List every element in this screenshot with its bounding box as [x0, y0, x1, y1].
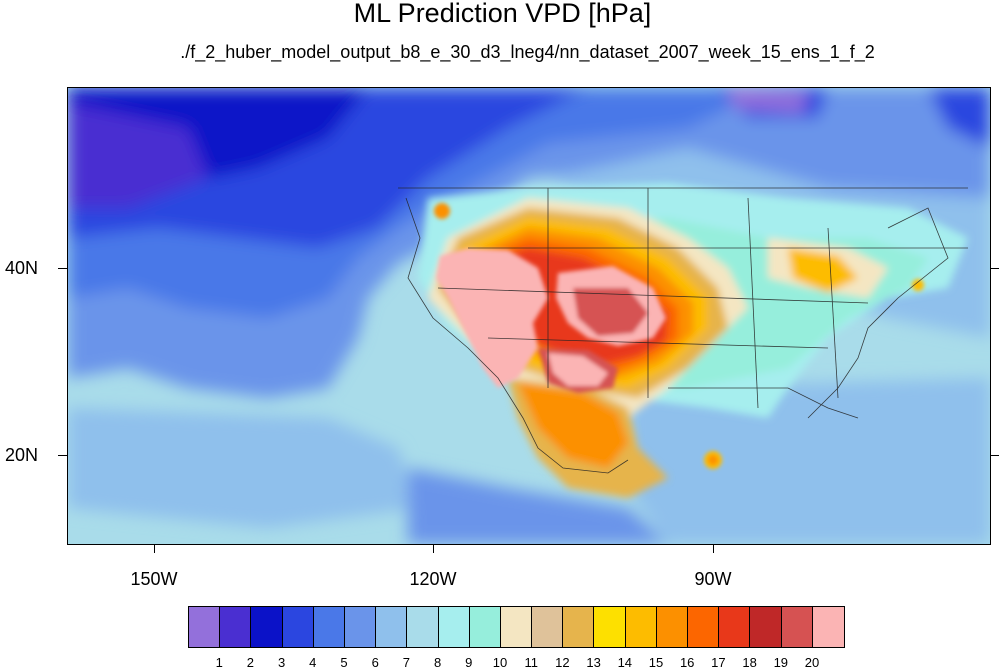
boundary-lines — [398, 187, 968, 474]
colorbar-swatch-2 — [251, 607, 283, 647]
colorbar-label: 10 — [492, 655, 508, 670]
colorbar-swatch-16 — [688, 607, 720, 647]
colorbar-swatch-6 — [376, 607, 408, 647]
colorbar-label: 2 — [246, 655, 254, 670]
colorbar-swatch-0 — [189, 607, 221, 647]
colorbar-swatch-17 — [719, 607, 751, 647]
colorbar-label: 18 — [742, 655, 757, 670]
colorbar-label: 3 — [277, 655, 286, 670]
lat-tick-40n-right — [990, 268, 999, 269]
colorbar-label: 4 — [309, 655, 317, 670]
colorbar-swatch-18 — [750, 607, 782, 647]
colorbar-swatch-10 — [500, 607, 533, 647]
lat-tick-20n-right — [990, 455, 999, 456]
map-subtitle: ./f_2_huber_model_output_b8_e_30_d3_lneg… — [180, 42, 875, 62]
lat-label-40n: 40N — [4, 258, 38, 278]
colorbar-label: 7 — [402, 655, 410, 670]
colorbar-swatch-1 — [220, 607, 252, 647]
colorbar-label: 20 — [804, 655, 820, 670]
colorbar-label: 6 — [371, 655, 379, 670]
colorbar-label: 5 — [340, 655, 348, 670]
colorbar-label: 12 — [555, 655, 570, 670]
colorbar-label: 11 — [524, 655, 538, 670]
map-title: ML Prediction VPD [hPa] — [353, 0, 652, 28]
colorbar-swatch-20 — [812, 607, 844, 647]
colorbar-label: 13 — [586, 655, 601, 670]
colorbar-labels: 1 2 3 4 5 6 7 8 9 10 11 12 13 14 15 16 17 18 19 20 — [188, 655, 868, 671]
lon-label-150w: 150W — [130, 569, 178, 589]
colorbar-label: 1 — [215, 655, 223, 670]
colorbar-swatch-15 — [656, 607, 688, 647]
colorbar-swatch-3 — [282, 607, 314, 647]
colorbar-swatch-7 — [407, 607, 439, 647]
colorbar — [188, 606, 845, 648]
lat-label-20n: 20N — [4, 445, 38, 465]
lon-tick-120w — [433, 544, 434, 553]
colorbar-label: 14 — [617, 655, 633, 670]
lon-label-90w: 90W — [694, 569, 732, 589]
colorbar-swatch-11 — [532, 607, 564, 647]
colorbar-swatch-9 — [469, 607, 501, 647]
vpd-map — [67, 87, 991, 545]
lon-tick-150w — [154, 544, 155, 553]
colorbar-label: 19 — [773, 655, 789, 670]
lat-tick-20n-left — [58, 455, 67, 456]
colorbar-swatch-4 — [313, 607, 345, 647]
colorbar-swatch-19 — [781, 607, 813, 647]
colorbar-swatch-12 — [563, 607, 595, 647]
colorbar-label: 17 — [711, 655, 726, 670]
colorbar-swatch-13 — [594, 607, 626, 647]
lat-tick-40n-left — [58, 268, 67, 269]
colorbar-label: 15 — [648, 655, 664, 670]
colorbar-swatch-5 — [344, 607, 377, 647]
colorbar-label: 16 — [679, 655, 695, 670]
colorbar-swatch-8 — [438, 607, 470, 647]
colorbar-label: 9 — [465, 655, 473, 670]
colorbar-swatch-14 — [625, 607, 657, 647]
lon-tick-90w — [713, 544, 714, 553]
colorbar-label: 8 — [433, 655, 442, 670]
lon-label-120w: 120W — [409, 569, 457, 589]
vpd-map-graphic — [68, 88, 990, 544]
